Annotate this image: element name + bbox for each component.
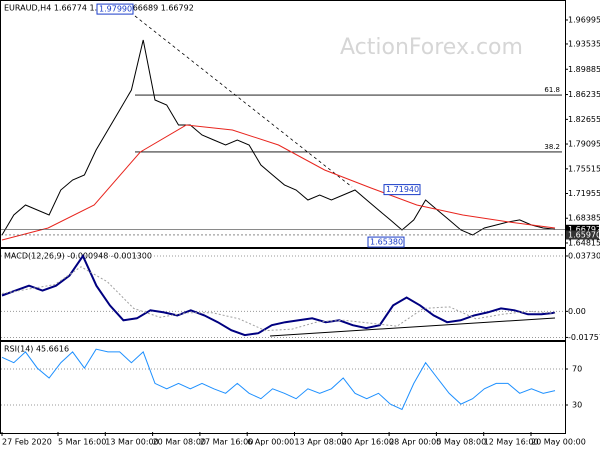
annotation-box [367, 236, 405, 248]
annotation-label: 1.71940 [386, 185, 419, 194]
fib-label: 38.2 [544, 143, 560, 151]
annotation-label: 1.65380 [370, 238, 403, 247]
x-tick-label: 28 Apr 00:00 [389, 438, 441, 447]
rsi-title: RSI(14) 45.6616 [4, 345, 69, 354]
price-marker-label: 1.66792 [568, 225, 600, 234]
price-panel [0, 0, 566, 248]
y-tick-label: 1.75515 [568, 164, 600, 173]
x-tick-label: 20 Apr 16:00 [342, 438, 394, 447]
series-line [1, 266, 556, 332]
trend-line [134, 15, 353, 188]
x-tick-label: 5 May 08:00 [436, 438, 486, 447]
y-tick-label: 1.86235 [568, 90, 600, 99]
x-tick-label: 13 Apr 08:00 [295, 438, 347, 447]
x-tick-label: 20 Mar 08:00 [153, 438, 206, 447]
rsi-panel [0, 341, 566, 434]
y-tick-label: 1.79095 [568, 140, 600, 149]
series-line [1, 253, 556, 337]
x-tick-label: 27 Mar 16:00 [200, 438, 253, 447]
x-tick-label: 27 Feb 2020 [2, 438, 52, 447]
x-tick-label: 20 May 00:00 [531, 438, 586, 447]
y-tick-label: 1.71955 [568, 189, 600, 198]
y-tick-label: 70 [572, 365, 582, 374]
series-line [1, 124, 556, 241]
y-tick-label: 1.68385 [568, 214, 600, 223]
series-line [1, 39, 556, 236]
y-tick-label: -0.017577 [568, 333, 600, 342]
y-tick-label: 0.00 [568, 307, 586, 316]
annotation-label: 1.97990 [99, 5, 132, 14]
price-marker [566, 230, 599, 240]
y-tick-label: 1.82655 [568, 115, 600, 124]
annotation-box [383, 184, 421, 196]
x-tick-label: 5 Mar 16:00 [58, 438, 106, 447]
macd-trend-line [269, 317, 556, 337]
fib-label: 61.8 [544, 86, 560, 94]
series-line [1, 348, 556, 411]
y-tick-label: 0.037301 [568, 251, 600, 260]
watermark: ActionForex.com [340, 35, 523, 60]
macd-title: MACD(12,26,9) -0.000948 -0.001300 [4, 252, 152, 261]
y-tick-label: 30 [572, 401, 582, 410]
y-tick-label: 1.96995 [568, 15, 600, 24]
x-tick-label: 12 May 16:00 [484, 438, 539, 447]
price-marker [566, 224, 599, 234]
y-tick-label: 1.64815 [568, 238, 600, 247]
macd-panel [0, 248, 566, 341]
y-tick-label: 1.89885 [568, 65, 600, 74]
annotation-box [96, 3, 134, 15]
x-tick-label: 13 Mar 00:00 [105, 438, 158, 447]
x-tick-label: 6 Apr 00:00 [247, 438, 294, 447]
price-marker-label: 1.65970 [568, 230, 600, 239]
y-tick-label: 1.93535 [568, 39, 600, 48]
